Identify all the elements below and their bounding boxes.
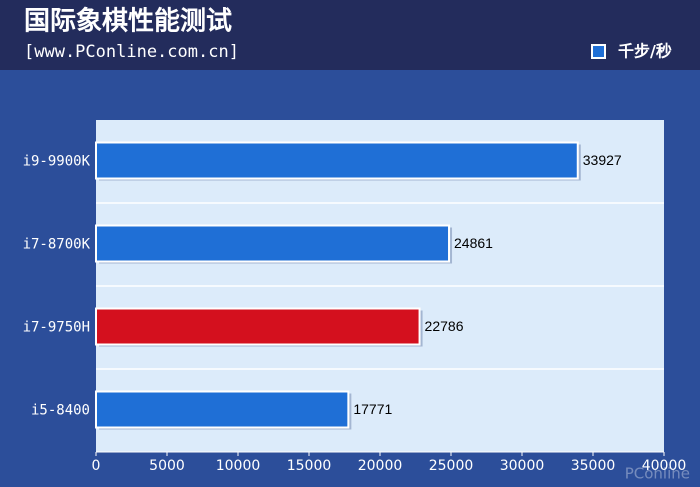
y-tick-label: i7-9750H: [23, 320, 90, 336]
watermark: PConline: [625, 465, 690, 483]
x-tick-label: 35000: [571, 458, 616, 474]
bar: [95, 307, 421, 346]
chart-title: 国际象棋性能测试: [24, 6, 232, 37]
x-tick-label: 0: [92, 458, 101, 474]
y-tick-label: i5-8400: [31, 403, 90, 419]
x-tick-label: 20000: [358, 458, 403, 474]
x-tick-label: 40000: [642, 458, 687, 474]
bar: [95, 224, 451, 263]
value-label: 22786: [425, 318, 464, 334]
x-tick-label: 30000: [500, 458, 545, 474]
value-label: 33927: [583, 152, 622, 168]
bar: [95, 141, 579, 180]
x-tick-label: 25000: [429, 458, 474, 474]
value-label: 24861: [454, 235, 493, 251]
bar: [95, 390, 350, 429]
header-band: [0, 0, 700, 70]
y-tick-label: i9-9900K: [23, 154, 91, 170]
x-tick-label: 5000: [149, 458, 185, 474]
x-tick-label: 15000: [287, 458, 332, 474]
legend-swatch: [591, 44, 606, 59]
x-tick-label: 10000: [216, 458, 261, 474]
y-tick-label: i7-8700K: [23, 237, 91, 253]
chart-subtitle: [www.PConline.com.cn]: [24, 42, 239, 62]
legend-label: 千步/秒: [618, 42, 672, 61]
value-label: 17771: [353, 401, 392, 417]
